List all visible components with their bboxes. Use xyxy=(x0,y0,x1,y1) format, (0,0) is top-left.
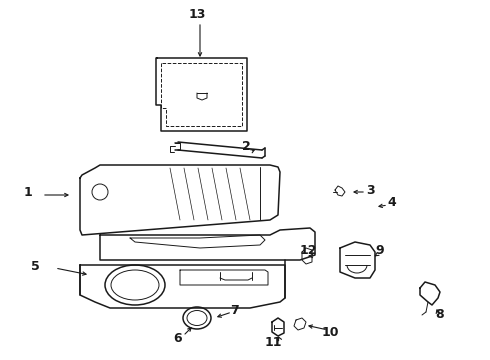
Text: 10: 10 xyxy=(321,327,339,339)
Text: 12: 12 xyxy=(299,243,317,256)
Text: 8: 8 xyxy=(436,309,444,321)
Text: 7: 7 xyxy=(230,303,238,316)
Text: 3: 3 xyxy=(366,184,374,197)
Text: 2: 2 xyxy=(242,139,250,153)
Text: 6: 6 xyxy=(173,332,182,345)
Text: 4: 4 xyxy=(388,197,396,210)
Text: 11: 11 xyxy=(264,337,282,350)
Text: 5: 5 xyxy=(31,260,39,273)
Text: 9: 9 xyxy=(376,243,384,256)
Text: 13: 13 xyxy=(188,8,206,21)
Text: 1: 1 xyxy=(24,186,32,199)
